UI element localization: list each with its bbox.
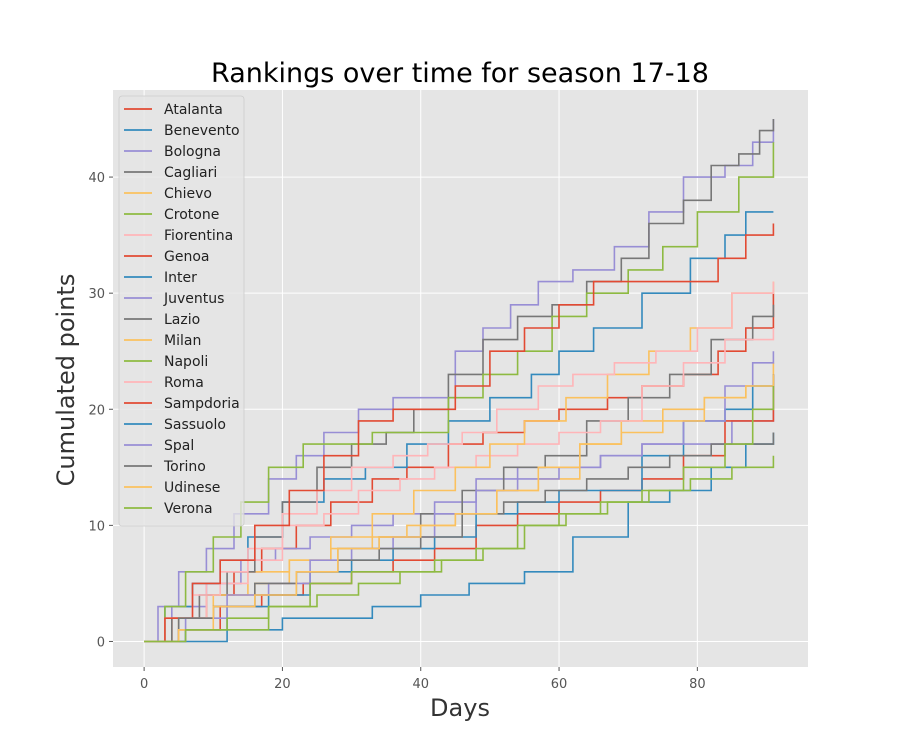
legend-item-label: Benevento [164, 123, 240, 139]
x-tick-label: 0 [140, 677, 148, 692]
series-line-benevento [144, 432, 775, 643]
y-tick-label: 20 [88, 403, 105, 418]
x-tick-label: 20 [274, 677, 291, 692]
legend-item-label: Sampdoria [164, 396, 240, 412]
y-axis-label: Cumulated points [52, 274, 80, 487]
legend-item-label: Udinese [164, 480, 220, 496]
legend-item-label: Genoa [164, 249, 209, 265]
y-tick-label: 0 [97, 635, 105, 650]
legend-item-label: Spal [164, 438, 194, 454]
x-tick-label: 60 [551, 677, 568, 692]
legend-item-label: Lazio [164, 312, 200, 328]
legend-item-label: Bologna [164, 144, 221, 160]
x-tick-label: 40 [412, 677, 429, 692]
legend-item-label: Juventus [163, 291, 224, 307]
legend-item-label: Chievo [164, 186, 212, 202]
legend-item-label: Roma [164, 375, 204, 391]
legend-item-label: Crotone [164, 207, 219, 223]
legend-item-label: Cagliari [164, 165, 217, 181]
legend-item-label: Fiorentina [164, 228, 233, 244]
y-tick-label: 40 [88, 171, 105, 186]
x-axis-label: Days [430, 694, 490, 722]
legend: Atalanta Benevento Bologna Cagliari Chievo Cr… [118, 95, 245, 527]
legend-item-label: Sassuolo [164, 417, 226, 433]
series-line-fiorentina [144, 328, 775, 643]
legend-item-label: Verona [164, 501, 213, 517]
series-line-sampdoria [144, 223, 775, 643]
series-line-spal [144, 351, 775, 643]
legend-item-label: Torino [163, 459, 206, 475]
series-line-udinese [144, 374, 775, 643]
chart-title: Rankings over time for season 17-18 [211, 58, 709, 89]
y-tick-label: 10 [88, 519, 105, 534]
legend-item-label: Inter [164, 270, 197, 286]
series-lines [144, 119, 775, 643]
axis-ticks: 0 20 40 60 80 0 10 20 30 40 [88, 171, 705, 692]
legend-box [118, 95, 245, 527]
x-tick-label: 80 [689, 677, 706, 692]
legend-item-label: Napoli [164, 354, 208, 370]
legend-item-label: Milan [164, 333, 201, 349]
legend-item-label: Atalanta [164, 102, 223, 118]
series-line-napoli [144, 142, 775, 643]
series-line-verona [144, 386, 775, 643]
y-tick-label: 30 [88, 287, 105, 302]
